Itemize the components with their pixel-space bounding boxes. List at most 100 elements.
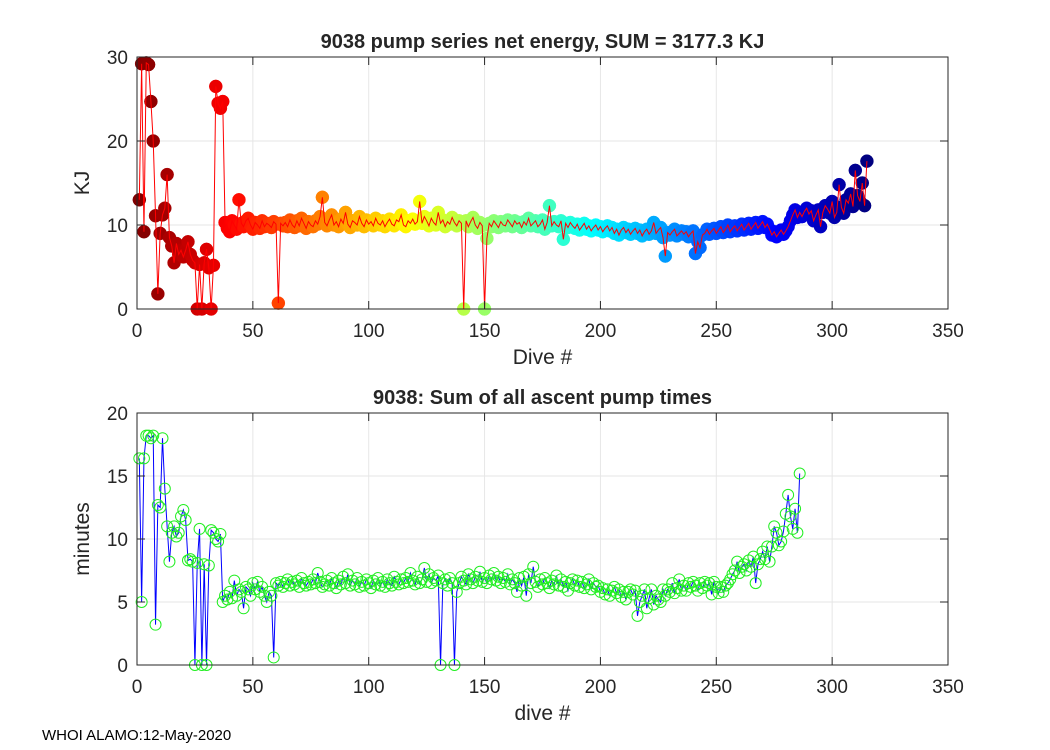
x-tick-label: 300 bbox=[816, 677, 848, 698]
data-point bbox=[645, 583, 658, 596]
axes-box bbox=[136, 56, 949, 310]
data-point bbox=[626, 588, 639, 601]
data-point bbox=[652, 593, 665, 606]
data-point bbox=[135, 596, 148, 608]
data-point bbox=[661, 583, 674, 596]
x-tick-label: 0 bbox=[132, 677, 143, 698]
data-point bbox=[680, 584, 693, 597]
data-point bbox=[761, 540, 774, 553]
data-point bbox=[698, 575, 711, 588]
x-tick-label: 150 bbox=[469, 677, 501, 698]
data-point bbox=[654, 596, 667, 608]
data-point bbox=[263, 585, 276, 598]
x-tick-label: 100 bbox=[353, 677, 385, 698]
y-tick-label: 20 bbox=[107, 132, 128, 153]
chart-title: 9038: Sum of all ascent pump times bbox=[373, 387, 712, 409]
data-point bbox=[378, 580, 391, 593]
x-tick-label: 250 bbox=[700, 677, 732, 698]
data-point bbox=[300, 579, 313, 592]
x-tick-label: 50 bbox=[242, 677, 263, 698]
y-tick-label: 0 bbox=[117, 656, 128, 677]
data-point bbox=[636, 589, 649, 602]
data-point bbox=[307, 573, 320, 586]
data-point bbox=[270, 577, 283, 590]
data-point bbox=[789, 502, 802, 515]
data-point bbox=[165, 526, 178, 539]
data-point bbox=[175, 510, 188, 523]
data-point bbox=[219, 589, 232, 602]
data-point bbox=[133, 452, 146, 465]
data-point bbox=[515, 579, 528, 592]
data-point bbox=[232, 583, 245, 596]
x-axis-label: Dive # bbox=[513, 346, 573, 369]
y-axis-label: KJ bbox=[71, 171, 94, 196]
data-point bbox=[793, 467, 806, 480]
plot-area bbox=[137, 57, 948, 309]
data-point bbox=[763, 555, 776, 568]
data-point bbox=[768, 520, 781, 533]
y-tick-label: 10 bbox=[107, 216, 128, 237]
pump-time-chart: 0 50 100 150 200 250 300 350 0 5 10 15 20 9038: Sum o… bbox=[71, 387, 964, 725]
data-point bbox=[144, 432, 157, 445]
data-point bbox=[420, 575, 433, 588]
data-point bbox=[786, 522, 799, 535]
y-tick-label: 15 bbox=[107, 467, 128, 488]
data-point bbox=[650, 589, 663, 602]
data-point bbox=[163, 555, 176, 568]
x-tick-label: 100 bbox=[353, 321, 385, 342]
data-point bbox=[156, 432, 169, 445]
data-point bbox=[365, 582, 378, 595]
series-line bbox=[138, 61, 868, 310]
data-point bbox=[369, 578, 382, 591]
data-point bbox=[772, 539, 785, 552]
y-tick-label: 0 bbox=[117, 300, 128, 321]
data-point bbox=[659, 589, 672, 602]
chart-title: 9038 pump series net energy, SUM = 3177.… bbox=[321, 31, 765, 53]
data-point bbox=[738, 558, 751, 571]
data-point bbox=[237, 602, 250, 615]
data-point bbox=[735, 560, 748, 573]
x-tick-label: 150 bbox=[469, 321, 501, 342]
data-point bbox=[439, 573, 452, 586]
data-point bbox=[610, 587, 623, 600]
data-point bbox=[402, 575, 415, 588]
data-point bbox=[293, 580, 306, 593]
data-point bbox=[151, 498, 164, 511]
data-point bbox=[137, 452, 150, 465]
data-point bbox=[154, 501, 167, 514]
data-point bbox=[149, 618, 162, 631]
data-point bbox=[749, 577, 762, 590]
data-point bbox=[179, 514, 192, 527]
data-point bbox=[198, 558, 211, 571]
data-point bbox=[487, 567, 500, 580]
data-point bbox=[631, 609, 644, 622]
data-point bbox=[170, 530, 183, 543]
data-point bbox=[267, 651, 280, 664]
data-point bbox=[520, 589, 533, 602]
data-point bbox=[543, 582, 556, 595]
data-point bbox=[643, 592, 656, 605]
data-point bbox=[527, 560, 540, 573]
series-group bbox=[132, 56, 874, 316]
data-point bbox=[791, 526, 804, 539]
data-point bbox=[719, 579, 732, 592]
data-point bbox=[703, 577, 716, 590]
data-point bbox=[147, 429, 160, 442]
data-point bbox=[712, 587, 725, 600]
data-point bbox=[332, 574, 345, 587]
data-point bbox=[566, 573, 579, 586]
data-point bbox=[193, 522, 206, 535]
data-point bbox=[265, 589, 278, 602]
data-point bbox=[506, 573, 519, 586]
data-point bbox=[371, 572, 384, 585]
data-point bbox=[223, 585, 236, 598]
data-point bbox=[404, 567, 417, 580]
data-point bbox=[184, 553, 197, 566]
x-tick-label: 300 bbox=[816, 321, 848, 342]
data-point bbox=[385, 579, 398, 592]
x-tick-label: 250 bbox=[700, 321, 732, 342]
data-point bbox=[330, 582, 343, 595]
data-point bbox=[161, 520, 174, 533]
data-point bbox=[202, 559, 215, 572]
